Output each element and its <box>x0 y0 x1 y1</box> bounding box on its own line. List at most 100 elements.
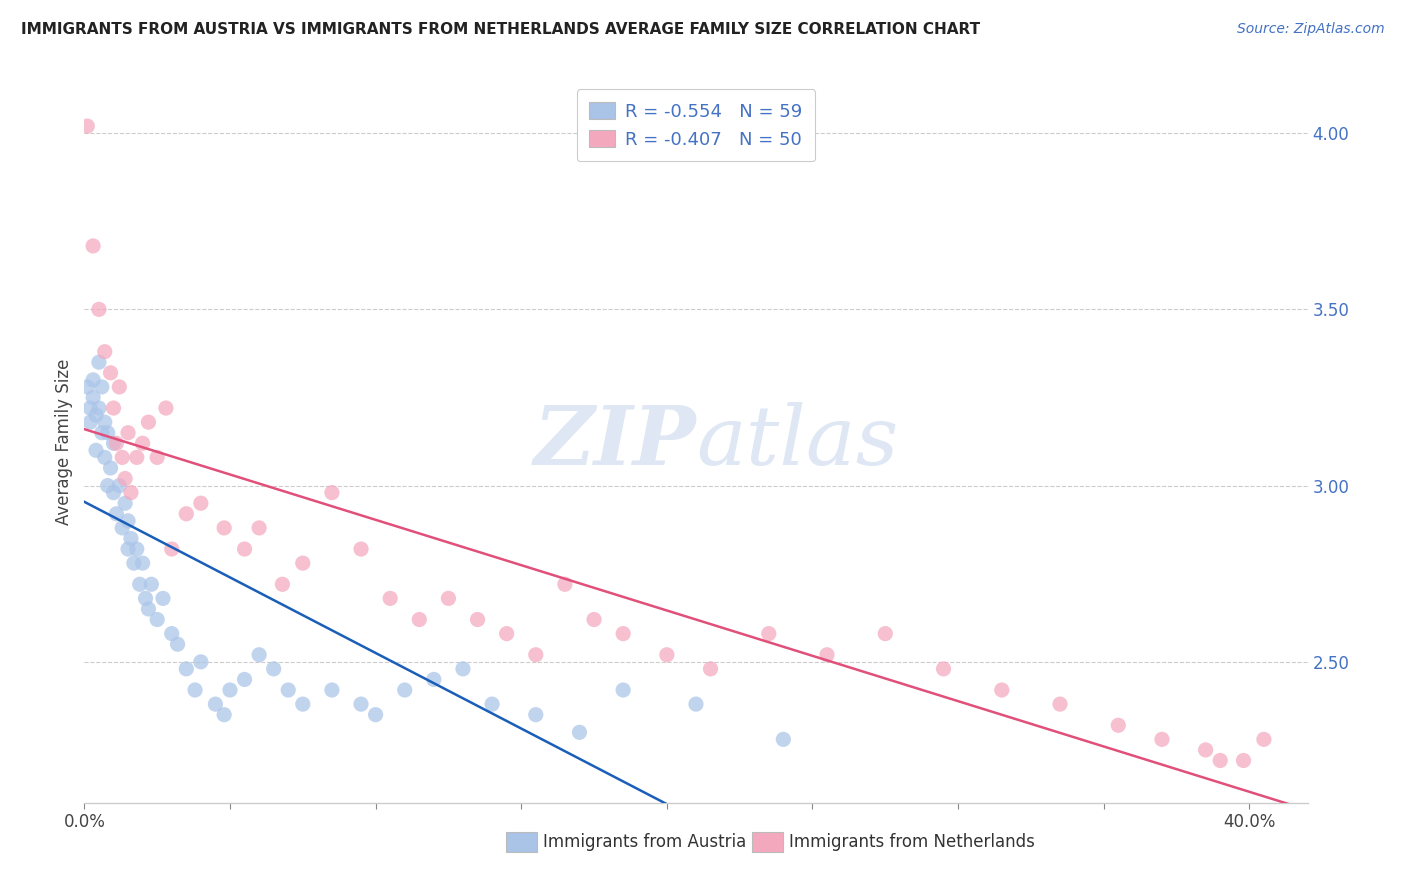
Point <box>815 648 838 662</box>
Point <box>122 556 145 570</box>
Point <box>138 602 160 616</box>
Y-axis label: Average Family Size: Average Family Size <box>55 359 73 524</box>
Text: IMMIGRANTS FROM AUSTRIA VS IMMIGRANTS FROM NETHERLANDS AVERAGE FAMILY SIZE CORRE: IMMIGRANTS FROM AUSTRIA VS IMMIGRANTS FR… <box>21 22 980 37</box>
Point <box>1195 743 1218 757</box>
Point <box>554 577 576 591</box>
Legend: R = -0.554   N = 59, R = -0.407   N = 50: R = -0.554 N = 59, R = -0.407 N = 50 <box>576 89 815 161</box>
Point <box>350 697 373 711</box>
Point <box>84 443 107 458</box>
Point <box>120 532 142 546</box>
Point <box>685 697 707 711</box>
Point <box>655 648 678 662</box>
Point <box>271 577 294 591</box>
Point <box>451 662 474 676</box>
Point <box>991 683 1014 698</box>
Point <box>146 450 169 465</box>
Point <box>184 683 207 698</box>
Point <box>103 436 125 450</box>
Point <box>481 697 503 711</box>
Point <box>114 471 136 485</box>
Text: Immigrants from Netherlands: Immigrants from Netherlands <box>789 833 1035 851</box>
Point <box>408 613 430 627</box>
Point <box>612 683 634 698</box>
Point <box>93 450 115 465</box>
Point <box>394 683 416 698</box>
Point <box>875 626 897 640</box>
Text: Immigrants from Austria: Immigrants from Austria <box>543 833 747 851</box>
Point <box>190 655 212 669</box>
Point <box>612 626 634 640</box>
Point <box>212 707 235 722</box>
Point <box>131 436 153 450</box>
Point <box>100 461 122 475</box>
Point <box>380 591 402 606</box>
Point <box>87 401 110 415</box>
Point <box>87 355 110 369</box>
Point <box>467 613 489 627</box>
Point <box>114 496 136 510</box>
Point <box>100 366 122 380</box>
Point <box>1107 718 1129 732</box>
Point <box>155 401 177 415</box>
Point <box>758 626 780 640</box>
Point <box>108 478 131 492</box>
Point <box>97 478 120 492</box>
Point <box>105 436 128 450</box>
Point <box>138 415 160 429</box>
Point <box>524 648 547 662</box>
Point <box>160 626 183 640</box>
Point <box>117 542 139 557</box>
Point <box>524 707 547 722</box>
Point <box>247 521 270 535</box>
Point <box>131 556 153 570</box>
Point <box>277 683 299 698</box>
Point <box>437 591 460 606</box>
Point <box>1209 754 1232 768</box>
Point <box>321 683 343 698</box>
Point <box>350 542 373 557</box>
Point <box>117 425 139 440</box>
Text: atlas: atlas <box>696 401 898 482</box>
Point <box>103 401 125 415</box>
Text: Source: ZipAtlas.com: Source: ZipAtlas.com <box>1237 22 1385 37</box>
Point <box>423 673 446 687</box>
Point <box>212 521 235 535</box>
Point <box>90 425 112 440</box>
Point <box>495 626 517 640</box>
Point <box>219 683 242 698</box>
Point <box>932 662 955 676</box>
Point <box>105 507 128 521</box>
Point <box>108 380 131 394</box>
Point <box>190 496 212 510</box>
Point <box>699 662 721 676</box>
Point <box>76 380 98 394</box>
Point <box>93 415 115 429</box>
Point <box>160 542 183 557</box>
Point <box>772 732 794 747</box>
Point <box>263 662 285 676</box>
Point <box>204 697 226 711</box>
Point <box>233 542 256 557</box>
Point <box>97 425 120 440</box>
Point <box>1150 732 1173 747</box>
Point <box>291 697 314 711</box>
Point <box>82 391 104 405</box>
Point <box>1253 732 1275 747</box>
Text: ZIP: ZIP <box>533 401 696 482</box>
Point <box>568 725 591 739</box>
Point <box>79 401 101 415</box>
Point <box>84 408 107 422</box>
Point <box>174 507 197 521</box>
Point <box>364 707 387 722</box>
Point <box>79 415 101 429</box>
Point <box>90 380 112 394</box>
Point <box>152 591 174 606</box>
Point <box>87 302 110 317</box>
Point <box>141 577 163 591</box>
Point <box>291 556 314 570</box>
Point <box>321 485 343 500</box>
Point <box>117 514 139 528</box>
Point <box>103 485 125 500</box>
Point <box>233 673 256 687</box>
Point <box>247 648 270 662</box>
